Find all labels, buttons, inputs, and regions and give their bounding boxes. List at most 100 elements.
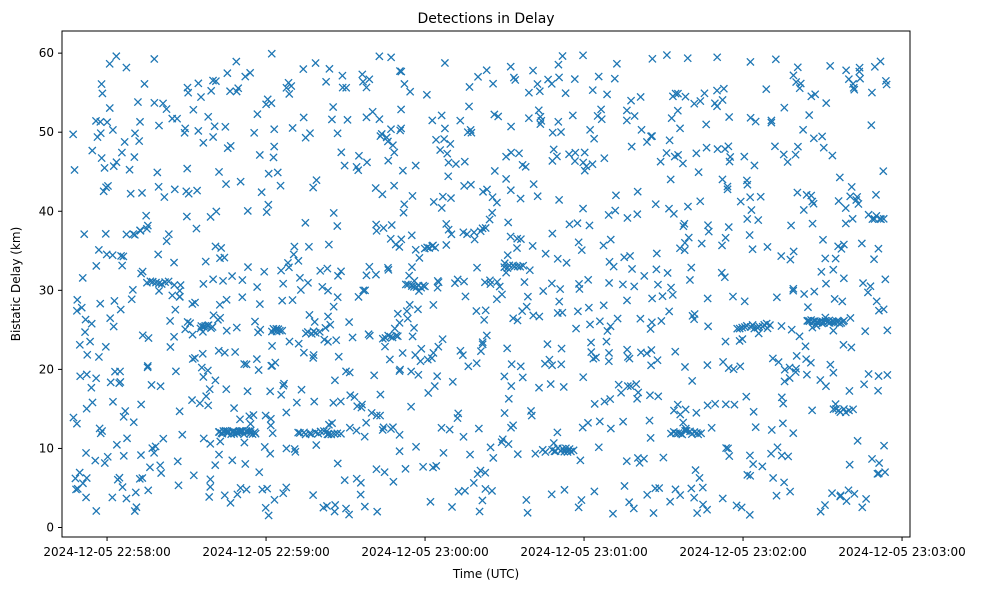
data-point xyxy=(880,468,890,477)
data-point xyxy=(210,122,219,131)
data-point xyxy=(481,223,490,233)
data-point xyxy=(204,112,213,121)
data-point xyxy=(438,335,447,344)
data-point xyxy=(389,477,398,486)
data-point xyxy=(341,504,351,513)
data-point xyxy=(544,75,553,84)
data-point xyxy=(722,443,731,453)
data-point xyxy=(433,372,442,381)
data-point xyxy=(209,275,218,284)
data-point xyxy=(371,270,381,279)
data-point xyxy=(360,502,369,511)
data-point xyxy=(372,226,381,235)
data-point xyxy=(428,463,438,472)
data-point xyxy=(207,86,216,95)
data-point xyxy=(82,473,91,483)
data-point xyxy=(554,117,563,126)
data-point xyxy=(791,150,800,159)
data-point xyxy=(127,295,136,304)
data-point xyxy=(384,156,393,165)
data-point xyxy=(873,469,882,478)
data-point xyxy=(138,473,147,483)
data-point xyxy=(122,230,131,239)
data-point xyxy=(112,440,121,449)
data-point xyxy=(372,411,381,420)
data-point xyxy=(409,282,419,291)
data-point xyxy=(569,446,578,455)
data-point xyxy=(232,323,241,332)
y-axis-label: Bistatic Delay (km) xyxy=(9,227,23,342)
data-point xyxy=(518,373,527,382)
data-point xyxy=(747,205,756,215)
data-point xyxy=(858,279,868,288)
data-point xyxy=(846,313,855,323)
data-point xyxy=(296,285,305,294)
data-point xyxy=(838,297,847,306)
data-point xyxy=(276,181,285,190)
data-point xyxy=(444,172,453,181)
data-point xyxy=(454,487,463,496)
data-point xyxy=(703,401,712,410)
data-point xyxy=(562,258,571,267)
data-point xyxy=(75,468,84,477)
data-point xyxy=(786,255,795,264)
data-point xyxy=(97,154,106,163)
data-point xyxy=(309,491,318,500)
data-point xyxy=(130,153,139,162)
data-point xyxy=(342,83,351,92)
data-point xyxy=(627,96,636,105)
data-point xyxy=(828,151,837,160)
data-point xyxy=(303,278,313,287)
data-point xyxy=(96,429,105,438)
data-point xyxy=(398,348,407,358)
data-point xyxy=(874,244,883,253)
data-point xyxy=(379,423,388,432)
data-point xyxy=(528,66,538,75)
data-point xyxy=(740,297,749,306)
data-point xyxy=(511,75,520,85)
data-point xyxy=(787,221,796,230)
data-point xyxy=(231,347,240,357)
data-point xyxy=(122,63,131,72)
data-point xyxy=(762,85,771,94)
data-point xyxy=(202,392,211,401)
data-point xyxy=(778,419,787,428)
data-point xyxy=(585,221,594,230)
data-point xyxy=(564,150,574,159)
data-point xyxy=(698,483,707,492)
data-point xyxy=(464,362,473,371)
data-point xyxy=(106,314,115,323)
y-tick-label: 0 xyxy=(46,521,54,535)
data-point xyxy=(451,159,460,169)
data-point xyxy=(175,292,184,301)
data-point xyxy=(442,240,451,250)
data-point xyxy=(680,246,689,255)
data-point xyxy=(356,490,365,499)
data-point xyxy=(170,332,179,341)
data-point xyxy=(190,353,199,362)
data-point xyxy=(502,174,511,183)
data-point xyxy=(549,438,558,448)
data-point xyxy=(772,491,781,500)
data-point xyxy=(488,208,497,217)
data-point xyxy=(459,432,468,441)
data-point xyxy=(368,107,377,116)
data-point xyxy=(456,346,465,355)
data-point xyxy=(466,180,475,189)
data-point xyxy=(294,339,303,348)
data-point xyxy=(756,192,765,201)
data-point xyxy=(240,360,249,369)
data-point xyxy=(169,258,179,267)
data-point xyxy=(664,204,674,213)
data-point xyxy=(807,191,816,200)
data-point xyxy=(648,54,657,63)
data-point xyxy=(574,503,583,512)
data-point xyxy=(586,125,595,134)
data-point xyxy=(801,342,810,351)
data-point xyxy=(635,458,644,467)
data-point xyxy=(584,303,593,312)
data-point xyxy=(386,424,396,433)
data-point xyxy=(745,510,754,519)
data-point xyxy=(375,115,384,124)
data-point xyxy=(748,245,757,254)
